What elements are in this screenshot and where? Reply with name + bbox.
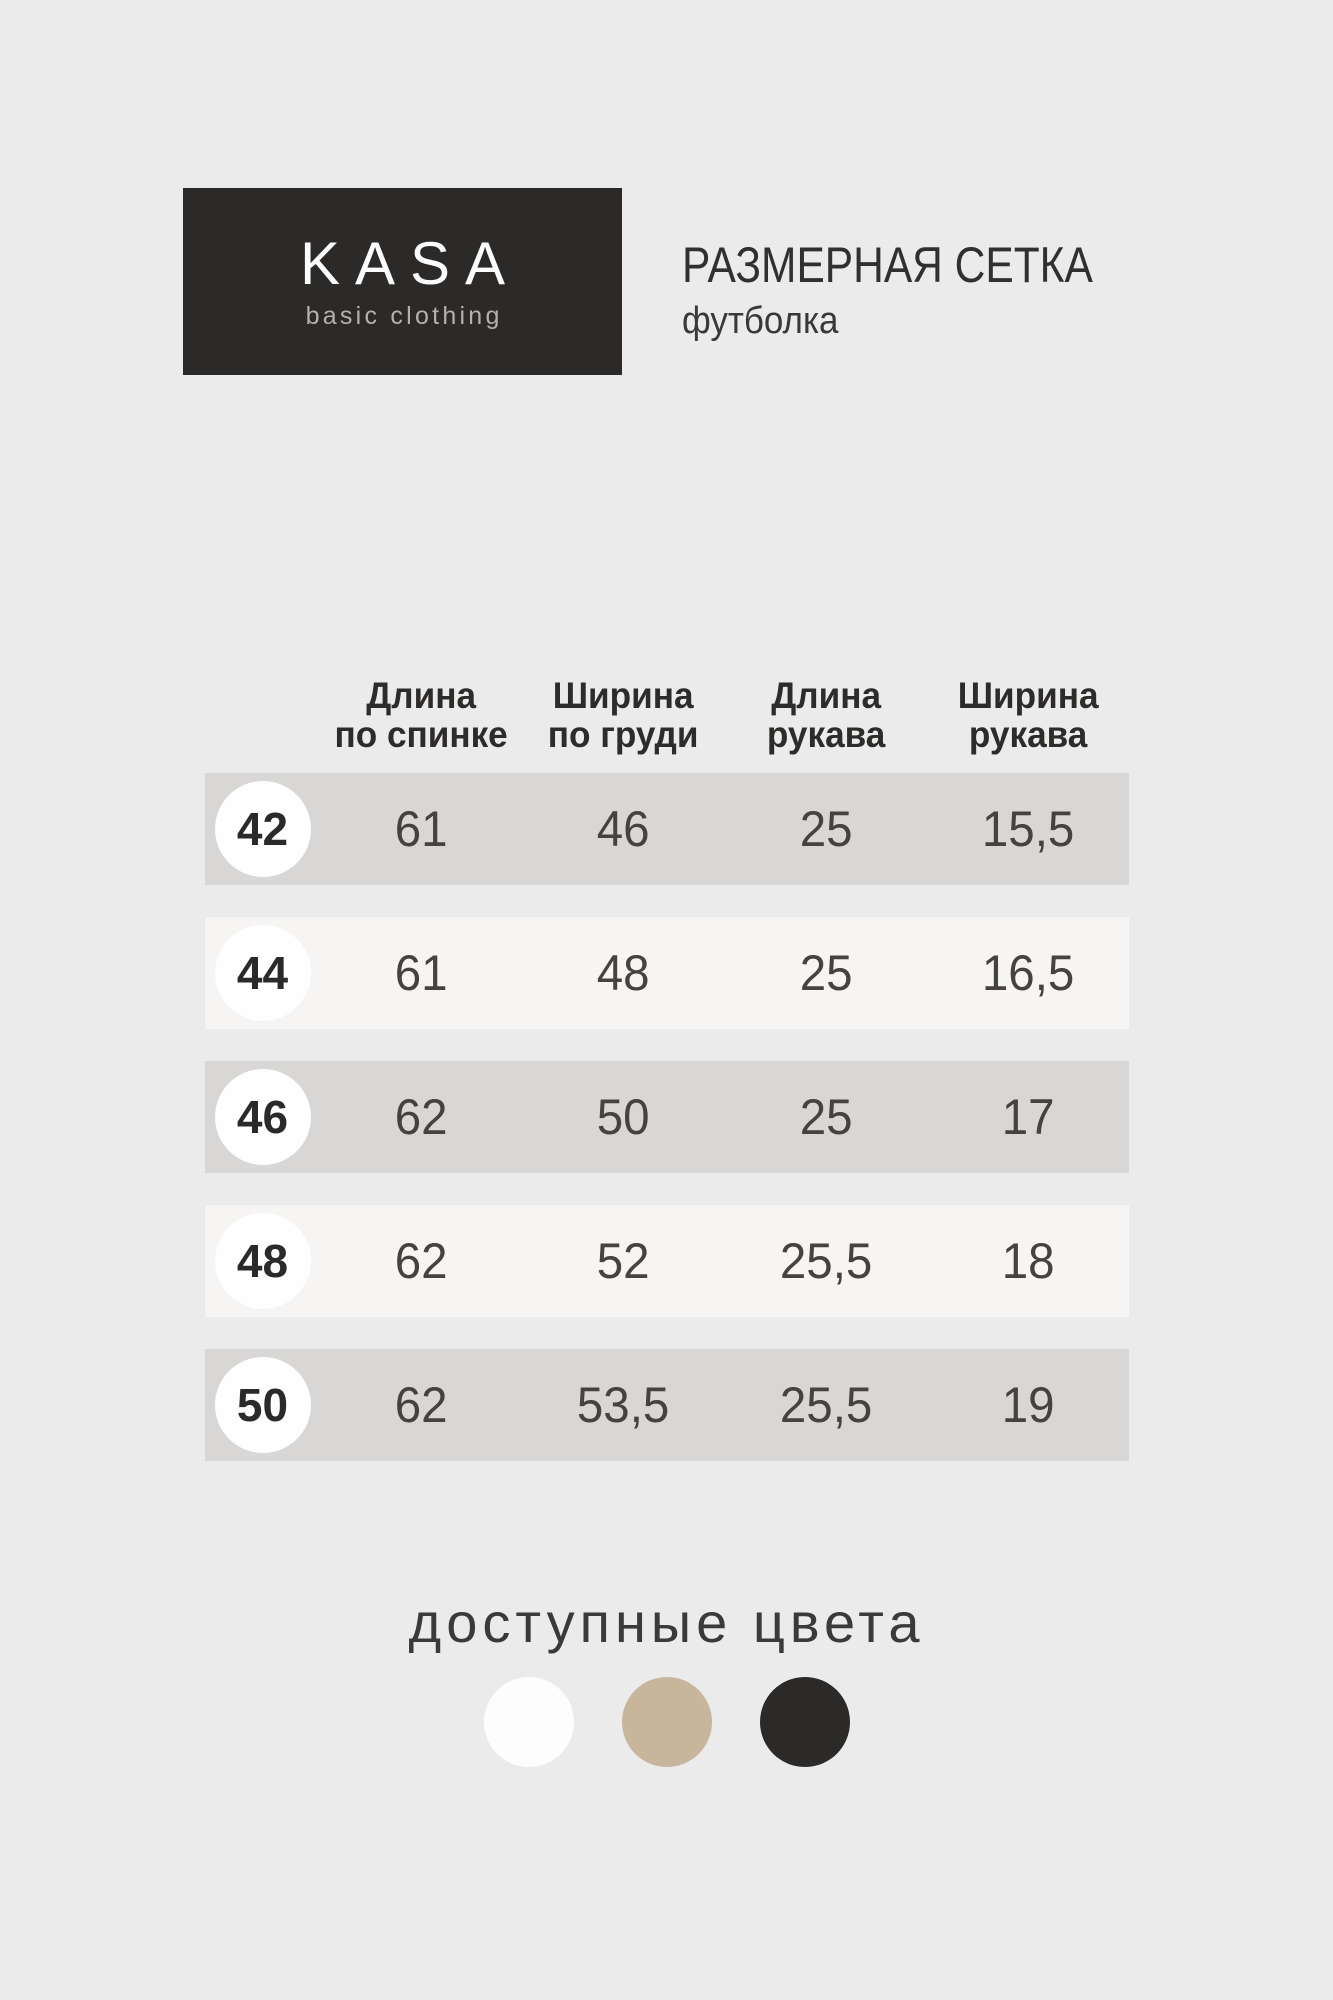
- table-row-size-42: 42 61 46 25 15,5: [205, 773, 1129, 885]
- table-cell: 62: [394, 1377, 448, 1433]
- color-swatch-beige: [621, 1677, 712, 1767]
- page-subtitle: футболка: [682, 300, 839, 342]
- column-header-line: Ширина: [552, 675, 694, 716]
- table-cell: 61: [394, 801, 448, 857]
- table-row-size-44: 44 61 48 25 16,5: [205, 917, 1129, 1029]
- table-cell: 19: [1001, 1377, 1055, 1433]
- table-cell: 46: [596, 801, 650, 857]
- size-cell: 42: [205, 781, 320, 877]
- page-header: РАЗМЕРНАЯ СЕТКА футболка: [682, 240, 1165, 340]
- page-title: РАЗМЕРНАЯ СЕТКА: [682, 237, 1093, 293]
- column-header-line: по спинке: [334, 714, 508, 755]
- size-column-spacer: [205, 676, 320, 754]
- table-cell: 61: [394, 945, 448, 1001]
- color-swatch-white: [483, 1677, 574, 1767]
- size-badge: 42: [214, 781, 311, 877]
- size-cell: 50: [205, 1357, 320, 1453]
- brand-logo: KASA basic clothing: [183, 188, 622, 375]
- brand-name: KASA: [299, 230, 521, 297]
- table-row-size-48: 48 62 52 25,5 18: [205, 1205, 1129, 1317]
- column-header-back-length: Длина по спинке: [325, 676, 517, 754]
- column-header-line: по груди: [548, 714, 699, 755]
- column-header-line: рукава: [968, 714, 1088, 755]
- table-cell: 53,5: [577, 1377, 670, 1433]
- brand-tagline: basic clothing: [305, 302, 503, 330]
- size-table: Длина по спинке Ширина по груди Длина ру…: [205, 676, 1129, 1493]
- table-cell: 52: [596, 1233, 650, 1289]
- table-cell: 16,5: [981, 945, 1075, 1001]
- available-colors-section: доступные цвета: [0, 1595, 1333, 1767]
- column-header-line: Ширина: [957, 675, 1099, 716]
- table-cell: 62: [394, 1089, 448, 1145]
- column-header-line: рукава: [766, 714, 885, 755]
- size-badge: 48: [214, 1213, 311, 1309]
- color-swatches: [0, 1677, 1333, 1767]
- table-cell: 48: [596, 945, 650, 1001]
- column-header-chest-width: Ширина по груди: [527, 676, 719, 754]
- table-cell: 25: [799, 1089, 853, 1145]
- table-header-row: Длина по спинке Ширина по груди Длина ру…: [205, 676, 1129, 754]
- size-cell: 46: [205, 1069, 320, 1165]
- table-cell: 15,5: [981, 801, 1075, 857]
- table-cell: 18: [1001, 1233, 1055, 1289]
- column-header-line: Длина: [366, 675, 477, 716]
- size-badge: 44: [214, 925, 311, 1021]
- table-cell: 25: [799, 801, 853, 857]
- size-cell: 48: [205, 1213, 320, 1309]
- column-header-sleeve-width: Ширина рукава: [932, 676, 1124, 754]
- table-cell: 25,5: [779, 1233, 872, 1289]
- available-colors-label: доступные цвета: [408, 1591, 925, 1654]
- table-cell: 25,5: [779, 1377, 872, 1433]
- size-badge: 46: [214, 1069, 311, 1165]
- size-badge: 50: [214, 1357, 311, 1453]
- color-swatch-black: [759, 1677, 850, 1767]
- column-header-sleeve-length: Длина рукава: [730, 676, 922, 754]
- column-header-line: Длина: [770, 675, 881, 716]
- table-row-size-50: 50 62 53,5 25,5 19: [205, 1349, 1129, 1461]
- table-cell: 62: [394, 1233, 448, 1289]
- table-cell: 17: [1001, 1089, 1055, 1145]
- table-row-size-46: 46 62 50 25 17: [205, 1061, 1129, 1173]
- size-cell: 44: [205, 925, 320, 1021]
- table-cell: 50: [596, 1089, 650, 1145]
- table-cell: 25: [799, 945, 853, 1001]
